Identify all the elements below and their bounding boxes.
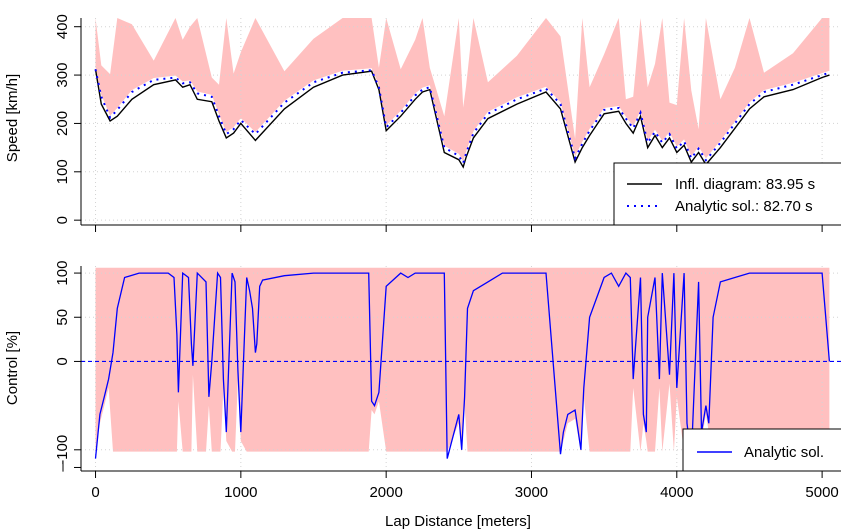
x-tick-label-0: 0	[91, 484, 99, 501]
speed-y-tick-label-1: 100	[54, 159, 71, 184]
x-tick-label-3: 3000	[515, 484, 548, 501]
control-y-tick-label-3: 50	[54, 309, 71, 326]
speed-envelope-area	[95, 18, 830, 162]
control-envelope-shape	[95, 267, 830, 452]
speed-y-axis-title: Speed [km/h]	[4, 74, 21, 162]
control-y-axis-title: Control [%]	[4, 331, 21, 405]
speed-envelope-shape	[95, 18, 830, 162]
speed-series	[94, 69, 830, 169]
speed-axes: 0 100 200 300 400	[54, 14, 841, 232]
control-legend-box	[682, 428, 841, 472]
speed-series-line-0	[94, 69, 830, 169]
x-tick-label-2: 2000	[369, 484, 402, 501]
control-legend-label: Analytic sol.	[744, 444, 824, 461]
speed-legend-label-analytic: Analytic sol.: 82.70 s	[675, 198, 813, 215]
x-axis-title: Lap Distance [meters]	[385, 513, 531, 530]
speed-legend: Infl. diagram: 83.95 s Analytic sol.: 82…	[613, 162, 841, 226]
speed-panel: 0 100 200 300 400 Speed [km/h] Infl. diagram…	[4, 14, 841, 232]
speed-y-tick-label-3: 300	[54, 63, 71, 88]
speed-y-tick-label-0: 0	[54, 216, 71, 224]
control-series	[94, 271, 831, 459]
speed-y-tick-label-4: 400	[54, 14, 71, 39]
speed-legend-label-infl: Infl. diagram: 83.95 s	[675, 176, 815, 193]
control-legend: Analytic sol.	[682, 428, 841, 472]
control-envelope-area	[95, 267, 830, 452]
speed-legend-box	[613, 162, 841, 226]
speed-y-tick-label-2: 200	[54, 111, 71, 136]
control-y-tick-label-2: 0	[54, 357, 71, 365]
control-y-tick-label-1: -100	[54, 435, 71, 465]
control-y-tick-label-4: 100	[54, 261, 71, 286]
control-y-tick-label-0: –	[54, 463, 71, 472]
x-tick-label-1: 1000	[224, 484, 257, 501]
control-series-line-0	[94, 271, 831, 459]
x-tick-label-5: 5000	[805, 484, 838, 501]
x-tick-label-4: 4000	[660, 484, 693, 501]
